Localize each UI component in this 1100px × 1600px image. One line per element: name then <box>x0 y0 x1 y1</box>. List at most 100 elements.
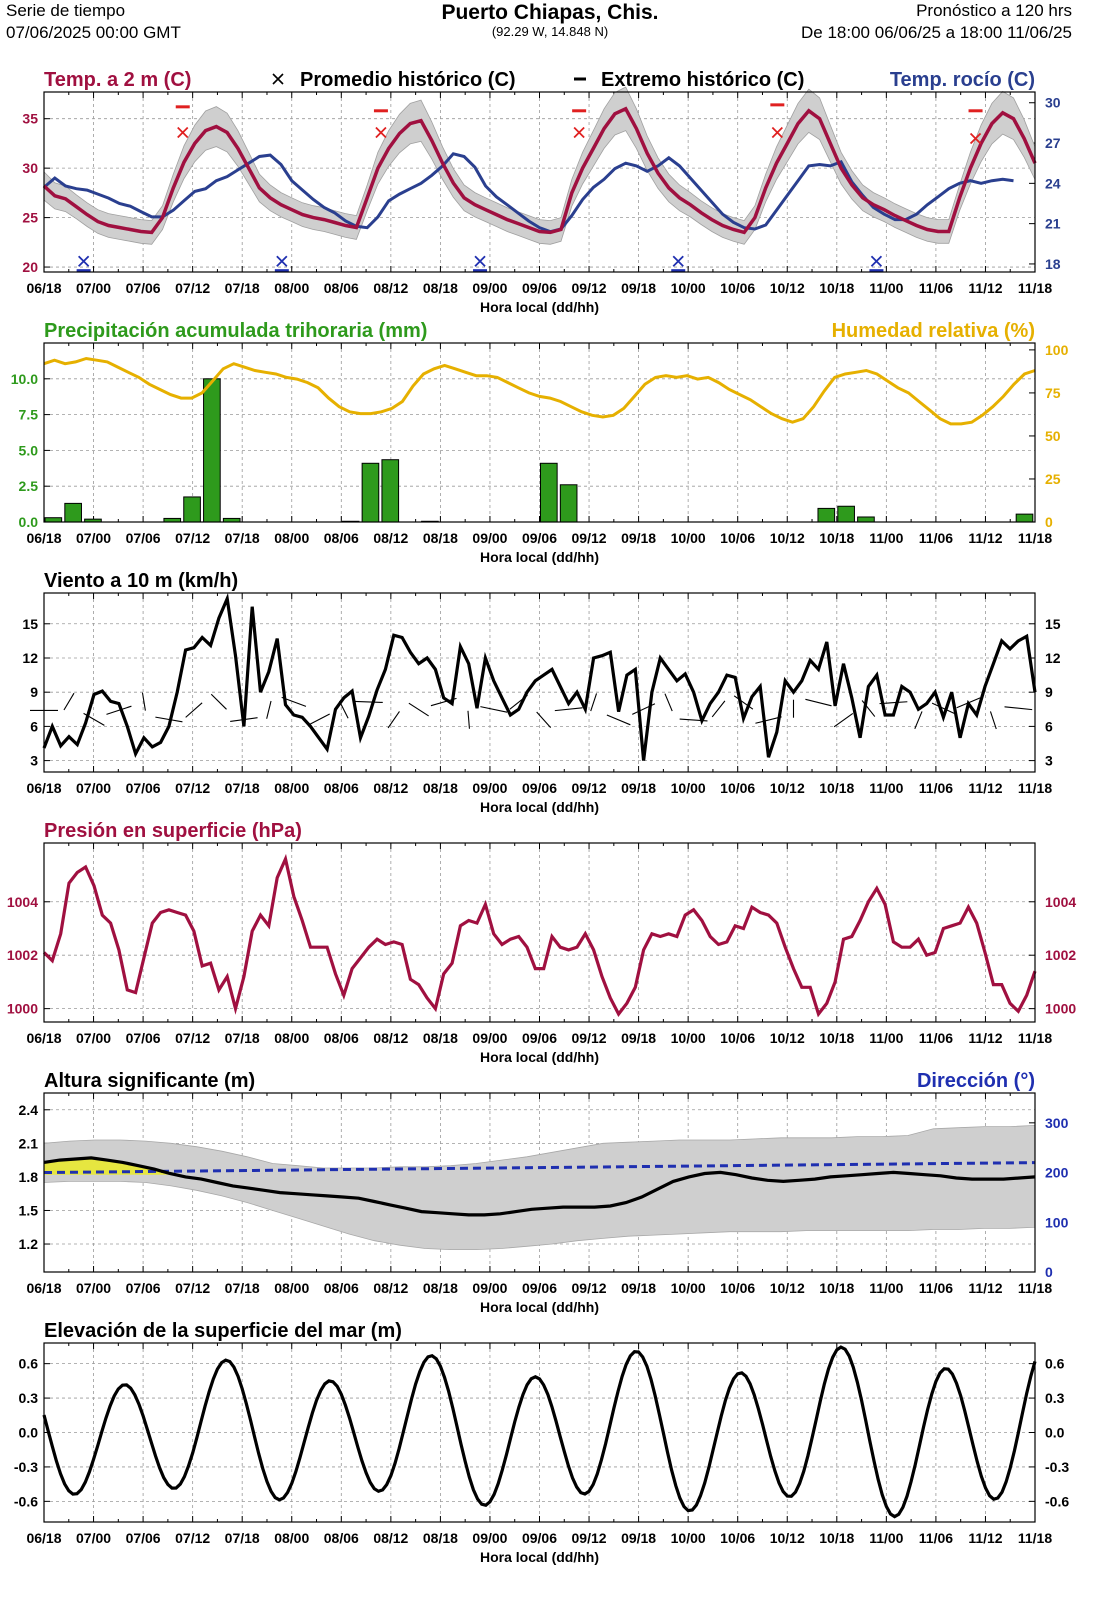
x-tick-label: 10/00 <box>671 280 706 296</box>
x-tick-label: 07/06 <box>126 780 161 796</box>
x-tick-label: 10/18 <box>819 280 854 296</box>
x-axis-label: Hora local (dd/hh) <box>480 1299 599 1315</box>
x-tick-label: 07/12 <box>175 780 210 796</box>
precip-bar <box>183 496 201 523</box>
panel-title: Presión en superficie (hPa) <box>44 820 302 842</box>
x-tick-label: 11/00 <box>869 530 903 546</box>
y-tick-label: 9 <box>30 684 38 700</box>
wind-barb <box>307 713 330 726</box>
y-tick-label: 2.4 <box>19 1102 39 1118</box>
sea-level-series-line <box>42 1345 1037 1519</box>
x-tick-label: 09/18 <box>621 530 656 546</box>
historical-average-marker <box>969 132 982 145</box>
wind-barb <box>63 692 75 711</box>
run-timestamp: 07/06/2025 00:00 GMT <box>6 23 181 42</box>
x-tick-label: 07/06 <box>126 1530 161 1546</box>
x-tick-label: 10/00 <box>671 780 706 796</box>
panel-sea-level: 06/18 07/00 07/06 07/12 07/18 08/00 08/06 08/12… <box>14 1320 1069 1565</box>
y-tick-label: 5.0 <box>19 442 39 458</box>
y2-tick-label: 50 <box>1045 428 1061 444</box>
x-tick-label: 11/18 <box>1018 280 1052 296</box>
wind-barb <box>354 700 383 703</box>
forecast-horizon: Pronóstico a 120 hrs <box>916 1 1072 20</box>
x-tick-label: 07/12 <box>175 1530 210 1546</box>
y-tick-label: 1004 <box>7 894 38 910</box>
precip-bar <box>540 462 558 523</box>
historical-average-marker <box>177 126 189 139</box>
x-tick-label: 11/12 <box>968 530 1002 546</box>
historical-average-marker <box>573 126 585 139</box>
wind-barb <box>606 714 631 726</box>
precip-bar <box>857 516 875 523</box>
x-tick-label: 11/12 <box>968 1030 1002 1046</box>
x-tick-label: 07/00 <box>76 780 111 796</box>
x-tick-label: 09/00 <box>472 530 507 546</box>
plot-border <box>43 842 1036 1023</box>
x-tick-label: 09/12 <box>572 530 607 546</box>
x-tick-label: 09/12 <box>572 780 607 796</box>
panel-title: Elevación de la superficie del mar (m) <box>44 1320 402 1342</box>
x-tick-label: 07/18 <box>225 1030 260 1046</box>
y-tick-label: 15 <box>22 616 38 632</box>
x-tick-label: 08/00 <box>274 1030 309 1046</box>
historical-average-marker <box>771 126 783 139</box>
x-tick-label: 06/18 <box>26 1030 61 1046</box>
x-tick-label: 10/18 <box>819 1030 854 1046</box>
wind-barb <box>266 700 272 719</box>
x-tick-label: 09/00 <box>472 780 507 796</box>
x-tick-label: 08/00 <box>274 530 309 546</box>
x-tick-label: 06/18 <box>26 530 61 546</box>
x-tick-label: 10/00 <box>671 1280 706 1296</box>
panel-pressure: 06/18 07/00 07/06 07/12 07/18 08/00 08/06 08/12… <box>7 820 1077 1065</box>
precip-bar <box>64 502 82 523</box>
x-tick-label: 08/12 <box>373 280 408 296</box>
wind-barb <box>554 707 583 712</box>
x-tick-label: 06/18 <box>26 780 61 796</box>
wind-barb <box>755 716 782 724</box>
x-tick-label: 09/06 <box>522 780 557 796</box>
y2-tick-label: -0.3 <box>1045 1459 1069 1475</box>
x-tick-label: 10/06 <box>720 1030 755 1046</box>
panel-wind: 06/18 07/00 07/06 07/12 07/18 08/00 08/06 08/12… <box>22 570 1060 815</box>
y-tick-label: 1.2 <box>19 1236 39 1252</box>
x-tick-label: 09/12 <box>572 1530 607 1546</box>
x-tick-label: 10/06 <box>720 1530 755 1546</box>
x-tick-label: 11/18 <box>1018 780 1052 796</box>
x-tick-label: 10/12 <box>770 1530 805 1546</box>
x-tick-label: 11/06 <box>919 530 953 546</box>
x-tick-label: 07/12 <box>175 530 210 546</box>
precip-bar <box>361 462 380 523</box>
x-tick-label: 08/18 <box>423 780 458 796</box>
y2-tick-label: 15 <box>1045 616 1061 632</box>
x-tick-label: 09/18 <box>621 780 656 796</box>
x-tick-label: 07/00 <box>76 530 111 546</box>
historical-average-marker <box>78 255 90 267</box>
y-tick-label: 10.0 <box>11 371 38 387</box>
y2-tick-label: 100 <box>1045 342 1069 358</box>
x-tick-label: 11/06 <box>919 1530 953 1546</box>
x-tick-label: 10/18 <box>819 780 854 796</box>
x-tick-label: 11/06 <box>919 280 953 296</box>
x-tick-label: 08/06 <box>324 1530 359 1546</box>
x-tick-label: 09/12 <box>572 280 607 296</box>
y2-tick-label: 200 <box>1045 1165 1069 1181</box>
panel-waves: 06/18 07/00 07/06 07/12 07/18 08/00 08/06 08/12… <box>19 1070 1069 1315</box>
x-tick-label: 07/18 <box>225 780 260 796</box>
plot-border <box>43 592 1036 773</box>
wind-barb <box>664 693 673 712</box>
wind-barb <box>210 693 227 710</box>
x-tick-label: 10/00 <box>671 1530 706 1546</box>
humidity-series-line <box>43 356 1036 426</box>
wind-barb <box>408 702 429 717</box>
plot-border <box>43 91 1036 273</box>
y-tick-label: 30 <box>22 160 38 176</box>
panel-title: Altura significante (m) <box>44 1070 255 1092</box>
y-tick-label: 0.0 <box>19 1425 39 1441</box>
precip-bar <box>44 517 63 523</box>
y-tick-label: 12 <box>22 650 38 666</box>
x-tick-label: 11/00 <box>869 1280 903 1296</box>
wind-barb <box>387 711 400 729</box>
temperature-series-line <box>42 106 1037 235</box>
y-tick-label: 2.5 <box>19 478 39 494</box>
x-tick-label: 08/00 <box>274 780 309 796</box>
